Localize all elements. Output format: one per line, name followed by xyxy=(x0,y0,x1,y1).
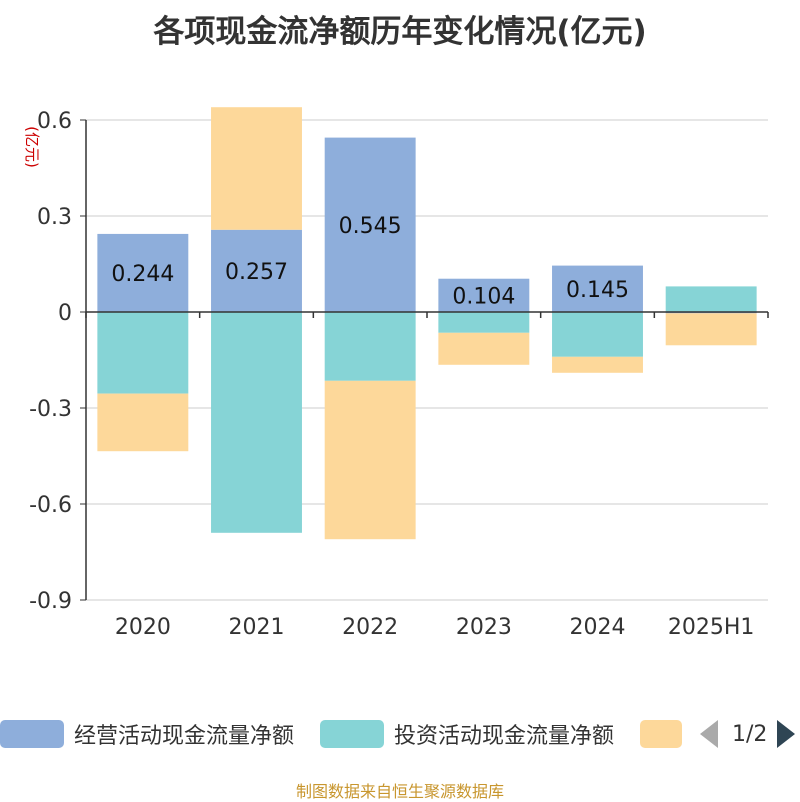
legend-item-financing[interactable] xyxy=(640,716,692,752)
legend-label-operating: 经营活动现金流量净额 xyxy=(74,724,295,749)
x-tick-label: 2023 xyxy=(456,615,512,640)
bar-investing-2020 xyxy=(97,312,189,394)
legend-pager: 1/2 xyxy=(700,716,796,752)
legend-prev-page-icon[interactable] xyxy=(700,720,718,748)
y-tick-label: -0.6 xyxy=(29,493,72,518)
data-label-operating-2021: 0.257 xyxy=(225,260,288,285)
bar-operating-2021 xyxy=(211,229,302,312)
bar-financing-2020 xyxy=(97,393,189,452)
bar-operating-2023 xyxy=(438,278,530,312)
bar-chart: 0.6 0.3 0 -0.3 -0.6 -0.9 (亿元) 0.244 0.257 0.545 0.… xyxy=(23,107,769,640)
x-tick-label: 2022 xyxy=(342,615,398,640)
bar-investing-2023 xyxy=(438,312,530,333)
bar-financing-2023 xyxy=(438,332,530,365)
bar-operating-2024 xyxy=(552,265,643,312)
legend-item-operating[interactable]: 经营活动现金流量净额 xyxy=(0,716,294,752)
legend: 经营活动现金流量净额 投资活动现金流量净额 1/2 xyxy=(0,716,800,752)
legend-next-page-icon[interactable] xyxy=(777,720,796,748)
bar-financing-2025H1 xyxy=(665,313,757,346)
legend-swatch-financing xyxy=(640,720,682,748)
bar-investing-2024 xyxy=(552,312,643,357)
legend-page-indicator: 1/2 xyxy=(732,721,768,747)
y-tick-label: 0.6 xyxy=(37,109,72,134)
x-tick-label: 2021 xyxy=(229,615,285,640)
bar-financing-2022 xyxy=(324,380,416,540)
y-tick-label: 0 xyxy=(58,301,72,326)
x-tick-label: 2020 xyxy=(115,615,171,640)
y-tick-label: -0.9 xyxy=(29,589,72,614)
y-tick-label: -0.3 xyxy=(29,397,72,422)
data-source-note: 制图数据来自恒生聚源数据库 xyxy=(295,782,504,801)
y-tick-label: 0.3 xyxy=(37,205,72,230)
x-tick-label: 2024 xyxy=(570,615,626,640)
y-axis-unit-label: (亿元) xyxy=(23,126,41,168)
data-label-operating-2022: 0.545 xyxy=(339,214,402,239)
bar-financing-2024 xyxy=(552,356,643,373)
data-label-operating-2024: 0.145 xyxy=(566,278,629,303)
bar-financing-2021 xyxy=(211,107,302,230)
bar-operating-2022 xyxy=(324,137,416,312)
chart-title: 各项现金流净额历年变化情况(亿元) xyxy=(153,14,647,50)
data-label-operating-2023: 0.104 xyxy=(452,284,515,309)
legend-label-investing: 投资活动现金流量净额 xyxy=(394,724,615,749)
legend-item-investing[interactable]: 投资活动现金流量净额 xyxy=(320,716,614,752)
bar-investing-2022 xyxy=(324,312,416,381)
legend-swatch-investing xyxy=(320,720,384,748)
bar-operating-2020 xyxy=(97,233,189,312)
data-label-operating-2020: 0.244 xyxy=(111,262,174,287)
x-tick-label: 2025H1 xyxy=(668,615,755,640)
bar-investing-2025H1 xyxy=(665,286,757,312)
bar-investing-2021 xyxy=(211,312,302,533)
legend-swatch-operating xyxy=(0,720,64,748)
